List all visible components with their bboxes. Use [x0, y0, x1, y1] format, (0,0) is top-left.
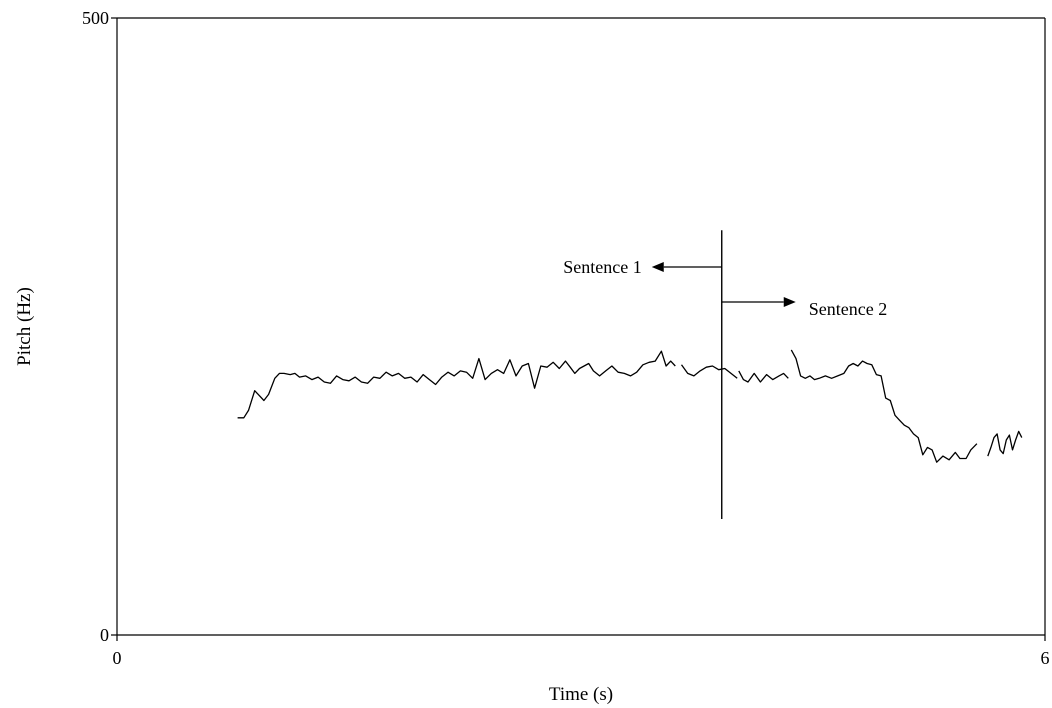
x-tick-label: 6 [1041, 648, 1050, 668]
pitch-line-segment-1 [237, 350, 676, 419]
pitch-line-segment-3 [738, 370, 789, 383]
x-axis-label: Time (s) [549, 684, 613, 705]
pitch-line-segment-2 [680, 364, 738, 379]
sentence-1-arrowhead [651, 262, 664, 272]
sentence-2-arrowhead [783, 297, 796, 307]
annotations: Sentence 1 Sentence 2 [563, 230, 887, 520]
y-tick-label: 0 [100, 625, 109, 645]
y-tick-label: 500 [82, 8, 109, 28]
tick-marks: 0 500 0 6 [82, 8, 1050, 668]
y-axis-label: Pitch (Hz) [14, 287, 35, 366]
pitch-series [237, 349, 1023, 463]
x-tick-label: 0 [113, 648, 122, 668]
sentence-1-label: Sentence 1 [563, 257, 641, 277]
pitch-line-segment-4 [790, 349, 978, 463]
sentence-2-label: Sentence 2 [809, 299, 887, 319]
axes [116, 17, 1046, 636]
pitch-line-segment-5 [987, 430, 1023, 457]
